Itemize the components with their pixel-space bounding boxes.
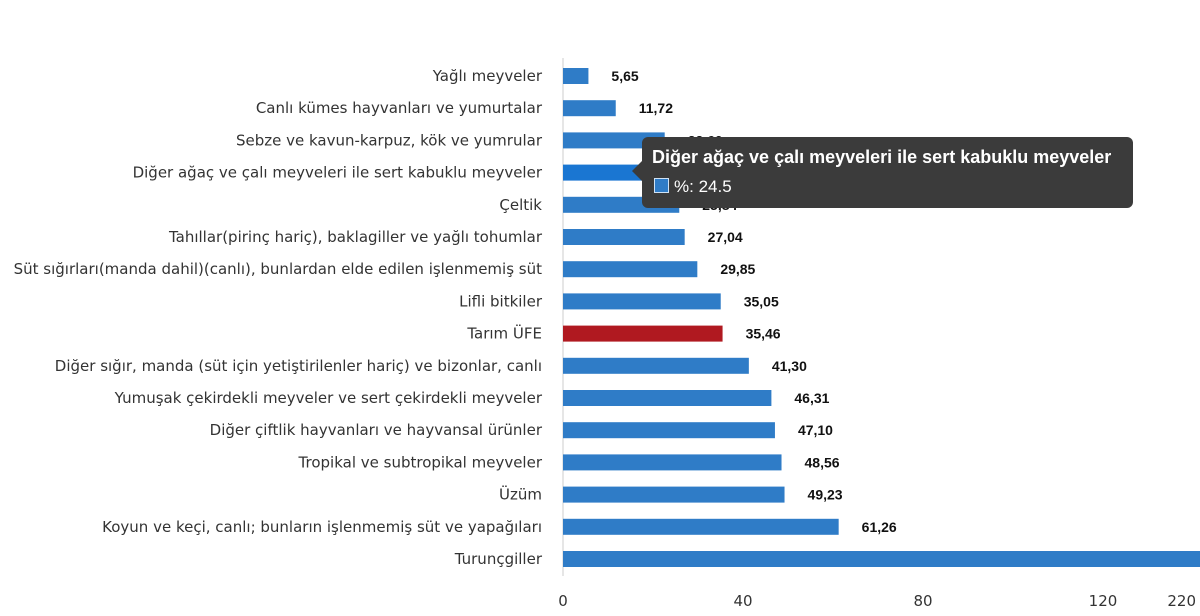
data-label: 48,56 <box>805 454 840 470</box>
category-label: Tarım ÜFE <box>466 324 542 343</box>
data-label: 47,10 <box>798 422 833 438</box>
category-label: Tahıllar(pirinç hariç), baklagiller ve y… <box>168 228 543 246</box>
x-tick-label: 0 <box>558 592 568 610</box>
data-label: 49,23 <box>808 487 843 503</box>
bar[interactable] <box>563 551 1200 567</box>
data-label: 5,65 <box>611 68 638 84</box>
category-label: Üzüm <box>499 485 542 504</box>
category-label: Çeltik <box>499 196 542 214</box>
bar[interactable] <box>563 518 839 535</box>
bar[interactable] <box>563 293 721 310</box>
bar[interactable] <box>563 261 698 278</box>
data-label: 27,04 <box>708 229 743 245</box>
category-label: Sebze ve kavun-karpuz, kök ve yumrular <box>236 131 543 149</box>
data-label: 61,26 <box>862 519 897 535</box>
category-label: Yumuşak çekirdekli meyveler ve sert çeki… <box>114 389 543 407</box>
category-label: Canlı kümes hayvanları ve yumurtalar <box>256 99 543 117</box>
data-label: 46,31 <box>794 390 829 406</box>
bar[interactable] <box>563 422 775 439</box>
category-label: Lifli bitkiler <box>459 292 543 310</box>
category-label: Turunçgiller <box>454 550 543 568</box>
tooltip-title: Diğer ağaç ve çalı meyveleri ile sert ka… <box>652 147 1112 167</box>
data-label: 11,72 <box>639 100 673 116</box>
tooltip-row: %: 24.5 <box>654 177 732 197</box>
category-label: Tropikal ve subtropikal meyveler <box>298 453 543 471</box>
category-label: Diğer sığır, manda (süt için yetiştirile… <box>55 357 542 375</box>
category-label: Süt sığırları(manda dahil)(canlı), bunla… <box>14 260 542 278</box>
category-label: Yağlı meyveler <box>432 67 543 85</box>
bar[interactable] <box>563 325 723 342</box>
data-label: 29,85 <box>720 261 755 277</box>
bar[interactable] <box>563 486 785 503</box>
x-tick-label: 80 <box>913 592 932 610</box>
category-label: Diğer çiftlik hayvanları ve hayvansal ür… <box>210 421 543 439</box>
tooltip-value: 24.5 <box>698 177 732 196</box>
data-label: 35,05 <box>744 293 779 309</box>
series-swatch-icon <box>654 178 669 193</box>
data-label: 35,46 <box>746 326 781 342</box>
x-tick-label: 220 <box>1167 592 1196 610</box>
chart-tooltip: Diğer ağaç ve çalı meyveleri ile sert ka… <box>632 137 1133 208</box>
bar[interactable] <box>563 357 749 374</box>
bar[interactable] <box>563 390 772 406</box>
bar[interactable] <box>563 454 782 471</box>
bar[interactable] <box>563 132 665 149</box>
category-label: Koyun ve keçi, canlı; bunların işlenmemi… <box>102 518 542 536</box>
tooltip-separator: : <box>689 177 699 196</box>
data-label: 41,30 <box>772 358 807 374</box>
bar[interactable] <box>563 100 616 117</box>
category-label: Diğer ağaç ve çalı meyveleri ile sert ka… <box>133 164 543 182</box>
bar[interactable] <box>563 229 685 245</box>
bar[interactable] <box>563 68 589 84</box>
x-tick-label: 40 <box>733 592 752 610</box>
tooltip-series-label: % <box>674 177 690 196</box>
x-tick-label: 120 <box>1089 592 1118 610</box>
